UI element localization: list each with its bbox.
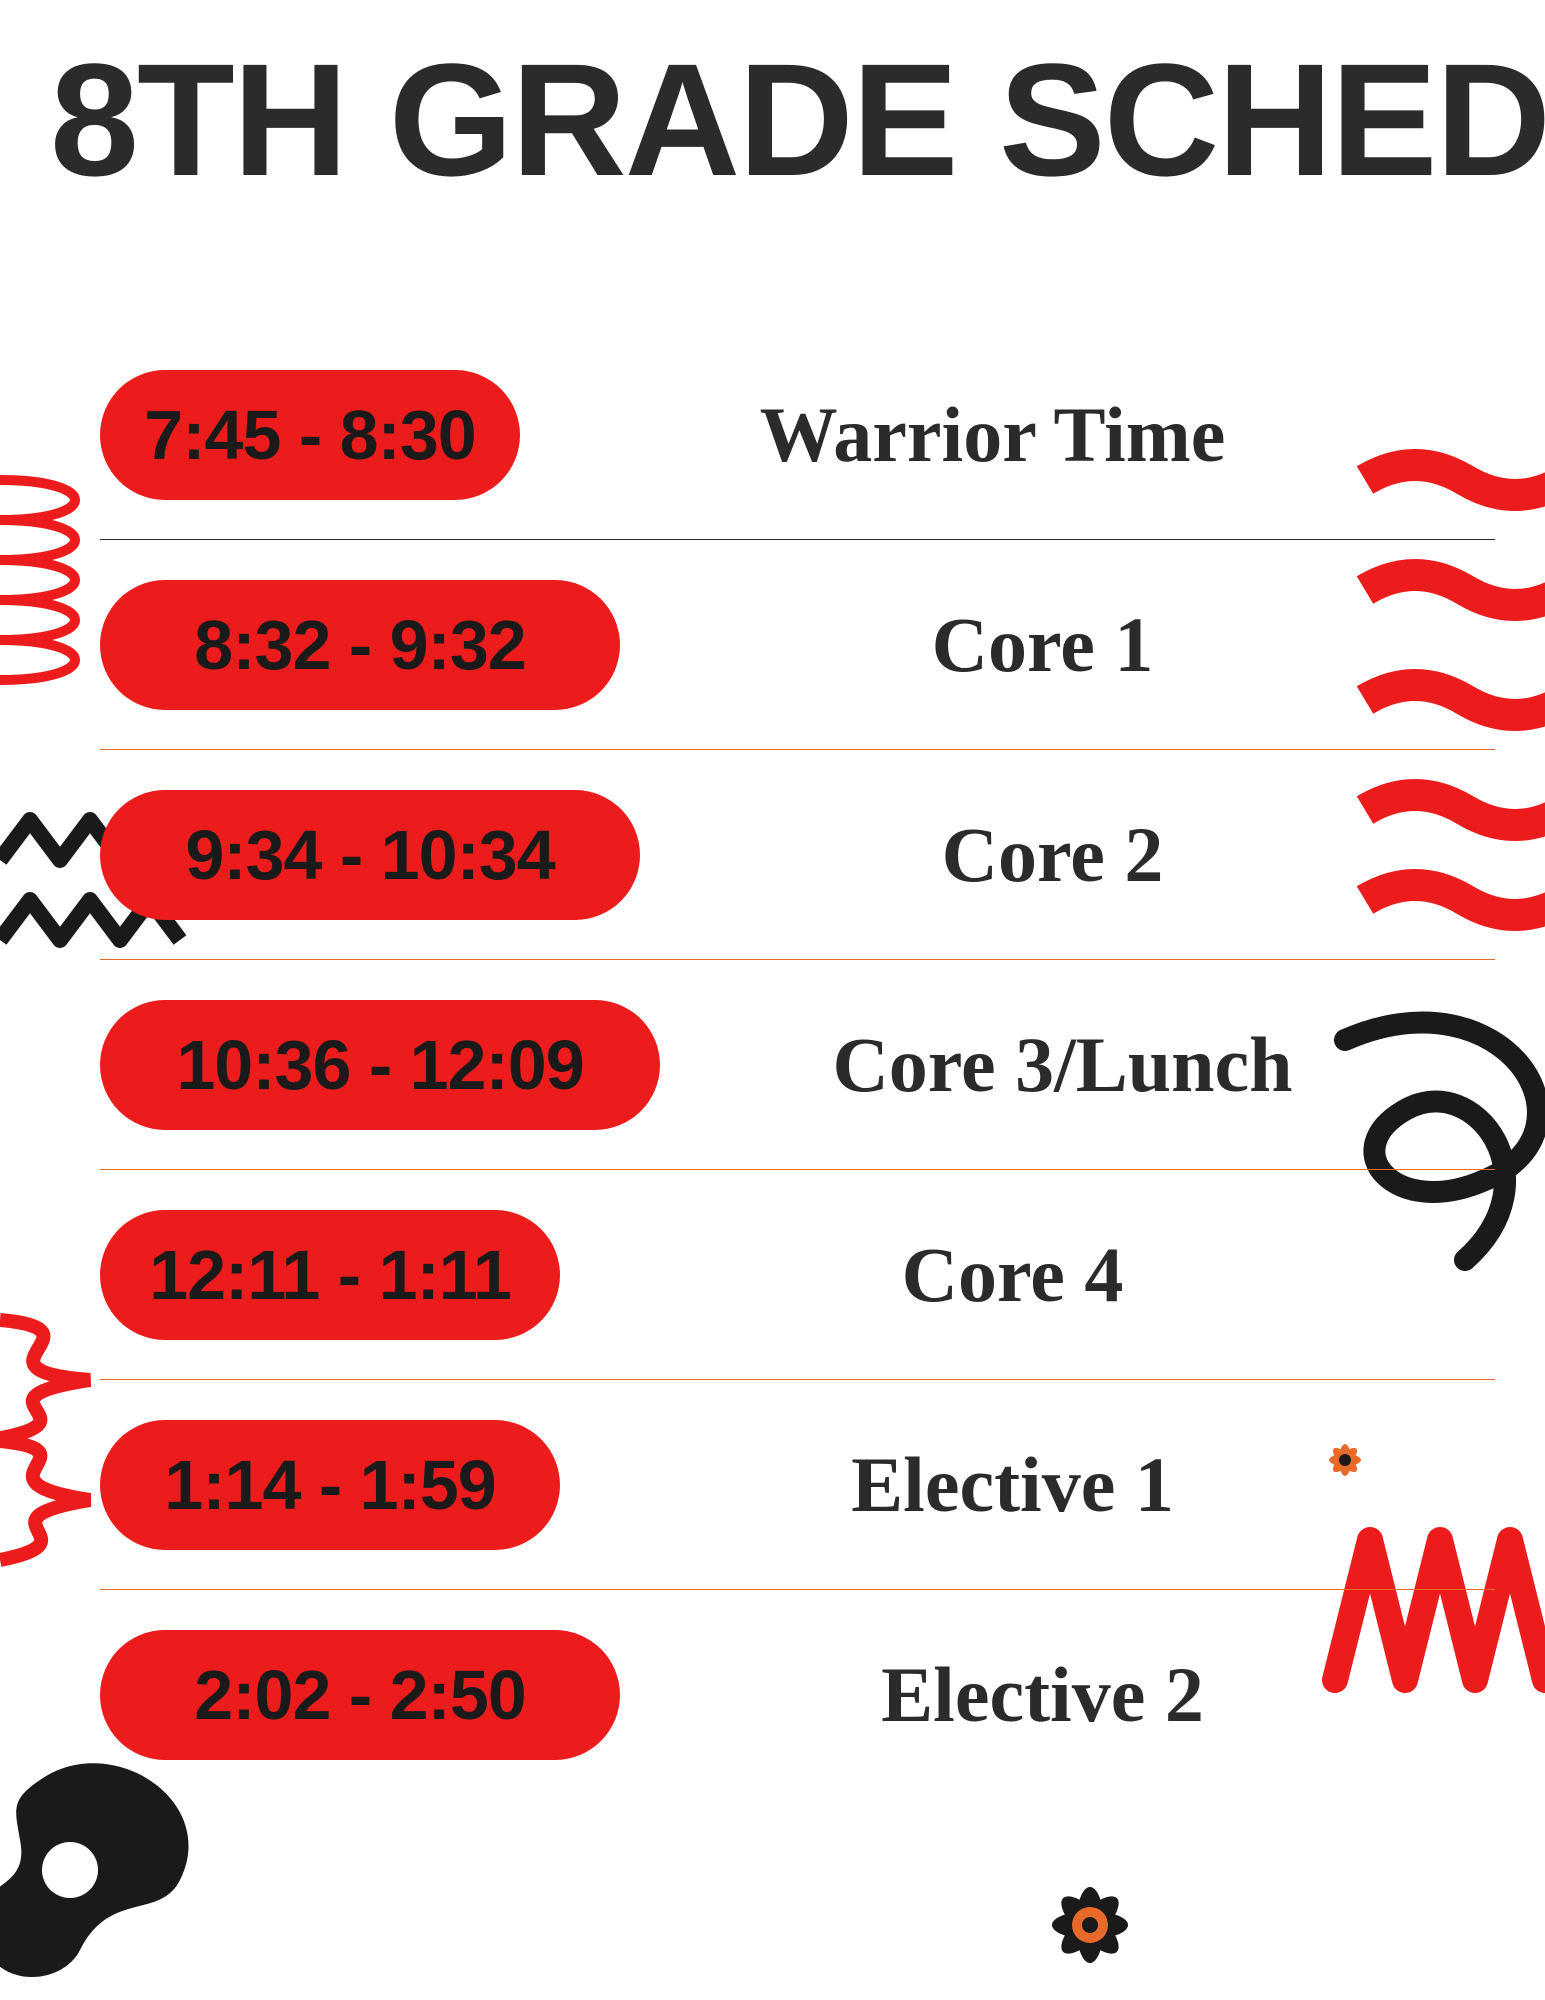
time-pill: 8:32 - 9:32 (100, 580, 620, 710)
schedule-rows: 7:45 - 8:30Warrior Time8:32 - 9:32Core 1… (100, 330, 1445, 1800)
period-label: Core 3/Lunch (660, 1020, 1445, 1110)
time-pill: 10:36 - 12:09 (100, 1000, 660, 1130)
schedule-row: 7:45 - 8:30Warrior Time (100, 330, 1445, 540)
flower-large-icon (1035, 1870, 1145, 1980)
schedule-row: 8:32 - 9:32Core 1 (100, 540, 1445, 750)
schedule-row: 12:11 - 1:11Core 4 (100, 1170, 1445, 1380)
time-pill: 1:14 - 1:59 (100, 1420, 560, 1550)
schedule-row: 9:34 - 10:34Core 2 (100, 750, 1445, 960)
time-pill: 2:02 - 2:50 (100, 1630, 620, 1760)
period-label: Warrior Time (520, 390, 1445, 480)
period-label: Core 4 (560, 1230, 1445, 1320)
period-label: Elective 2 (620, 1650, 1445, 1740)
time-pill: 12:11 - 1:11 (100, 1210, 560, 1340)
period-label: Core 1 (620, 600, 1445, 690)
schedule-row: 10:36 - 12:09Core 3/Lunch (100, 960, 1445, 1170)
schedule-row: 2:02 - 2:50Elective 2 (100, 1590, 1445, 1800)
schedule-poster: 8TH GRADE SCHEDULE (0, 0, 1545, 2000)
period-label: Core 2 (640, 810, 1445, 900)
time-pill: 7:45 - 8:30 (100, 370, 520, 500)
period-label: Elective 1 (560, 1440, 1445, 1530)
schedule-row: 1:14 - 1:59Elective 1 (100, 1380, 1445, 1590)
page-title: 8TH GRADE SCHEDULE (50, 40, 1495, 200)
time-pill: 9:34 - 10:34 (100, 790, 640, 920)
